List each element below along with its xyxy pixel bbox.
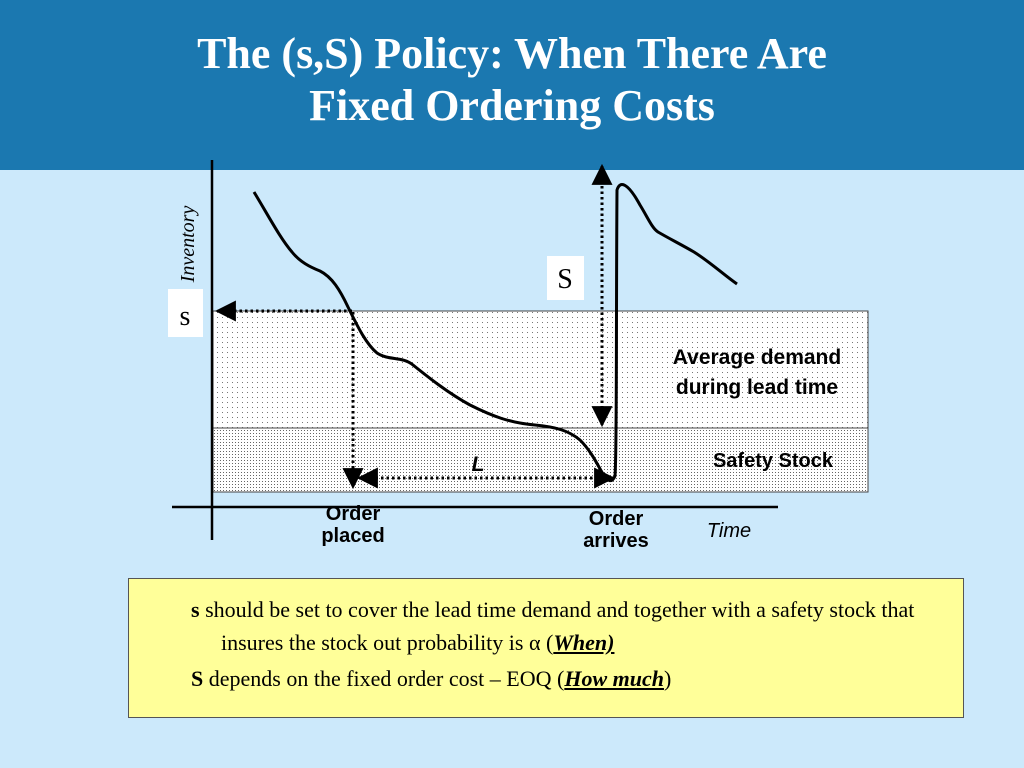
inventory-curve: [252, 183, 738, 483]
avg-demand-label-line-2: during lead time: [676, 376, 838, 399]
avg-demand-label-line-1: Average demand: [673, 346, 841, 369]
note-S-emphasis: How much: [564, 666, 664, 691]
note-S-text: depends on the fixed order cost – EOQ (: [203, 666, 565, 691]
note-s: s should be set to cover the lead time d…: [191, 593, 935, 659]
safety-stock-label: Safety Stock: [713, 450, 834, 472]
s-label-box: [168, 289, 203, 337]
average-demand-band: [212, 310, 869, 429]
inventory-diagram: Inventory s S Average demand during lead…: [168, 160, 869, 552]
note-S: S depends on the fixed order cost – EOQ …: [191, 662, 935, 695]
notes-box: s should be set to cover the lead time d…: [128, 578, 964, 718]
slide-title: The (s,S) Policy: When There Are Fixed O…: [0, 28, 1024, 132]
note-s-key: s: [191, 597, 200, 622]
order-arrives-label-line-2: arrives: [583, 530, 649, 552]
note-S-key: S: [191, 666, 204, 691]
y-axis-label: Inventory: [177, 206, 199, 284]
title-line-1: The (s,S) Policy: When There Are: [197, 29, 827, 78]
S-label-box: [547, 256, 584, 300]
title-line-2: Fixed Ordering Costs: [309, 81, 715, 130]
order-arrives-label-line-1: Order: [589, 508, 644, 530]
s-label: s: [180, 301, 191, 332]
title-banner: The (s,S) Policy: When There Are Fixed O…: [0, 0, 1024, 170]
x-axis-label: Time: [707, 520, 751, 542]
order-placed-label-line-2: placed: [321, 525, 384, 547]
note-s-emphasis: When): [553, 630, 615, 655]
order-placed-label-line-1: Order: [326, 503, 381, 525]
note-S-tail: ): [663, 666, 672, 691]
lead-time-label: L: [472, 453, 485, 476]
note-s-text: should be set to cover the lead time dem…: [199, 597, 915, 655]
S-label: S: [557, 264, 573, 295]
